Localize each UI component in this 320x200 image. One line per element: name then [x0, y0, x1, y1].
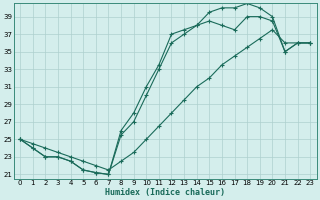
X-axis label: Humidex (Indice chaleur): Humidex (Indice chaleur) [105, 188, 225, 197]
